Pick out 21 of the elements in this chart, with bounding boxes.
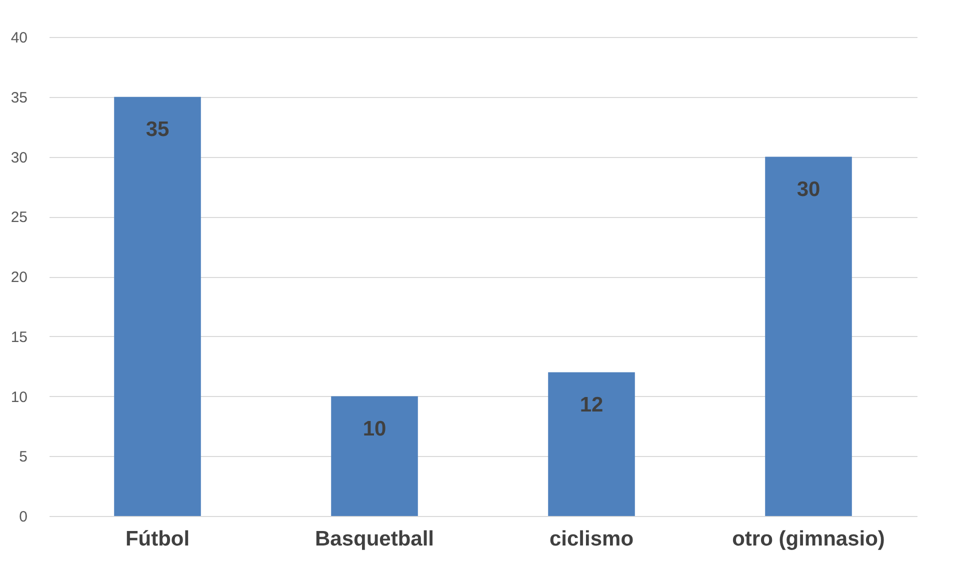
x-tick-label: Basquetball <box>314 528 434 550</box>
bar <box>114 96 201 516</box>
y-tick-label: 5 <box>19 448 28 466</box>
data-label: 10 <box>362 417 386 440</box>
bar <box>548 372 635 516</box>
y-tick-label: 40 <box>10 30 28 46</box>
y-tick-label: 35 <box>10 89 28 106</box>
y-tick-label: 20 <box>10 269 28 286</box>
x-tick-label: Fútbol <box>125 528 190 550</box>
data-label: 35 <box>146 118 170 141</box>
x-tick-label: otro (gimnasio) <box>732 528 885 550</box>
y-tick-label: 25 <box>10 209 28 226</box>
data-label: 30 <box>796 178 820 201</box>
y-tick-label: 0 <box>19 508 28 526</box>
y-tick-label: 10 <box>10 388 28 406</box>
y-tick-label: 30 <box>10 149 28 166</box>
data-label: 12 <box>580 393 604 416</box>
x-tick-label: ciclismo <box>549 528 634 550</box>
y-tick-label: 15 <box>10 328 28 346</box>
bar <box>765 156 852 516</box>
bar <box>331 396 418 516</box>
